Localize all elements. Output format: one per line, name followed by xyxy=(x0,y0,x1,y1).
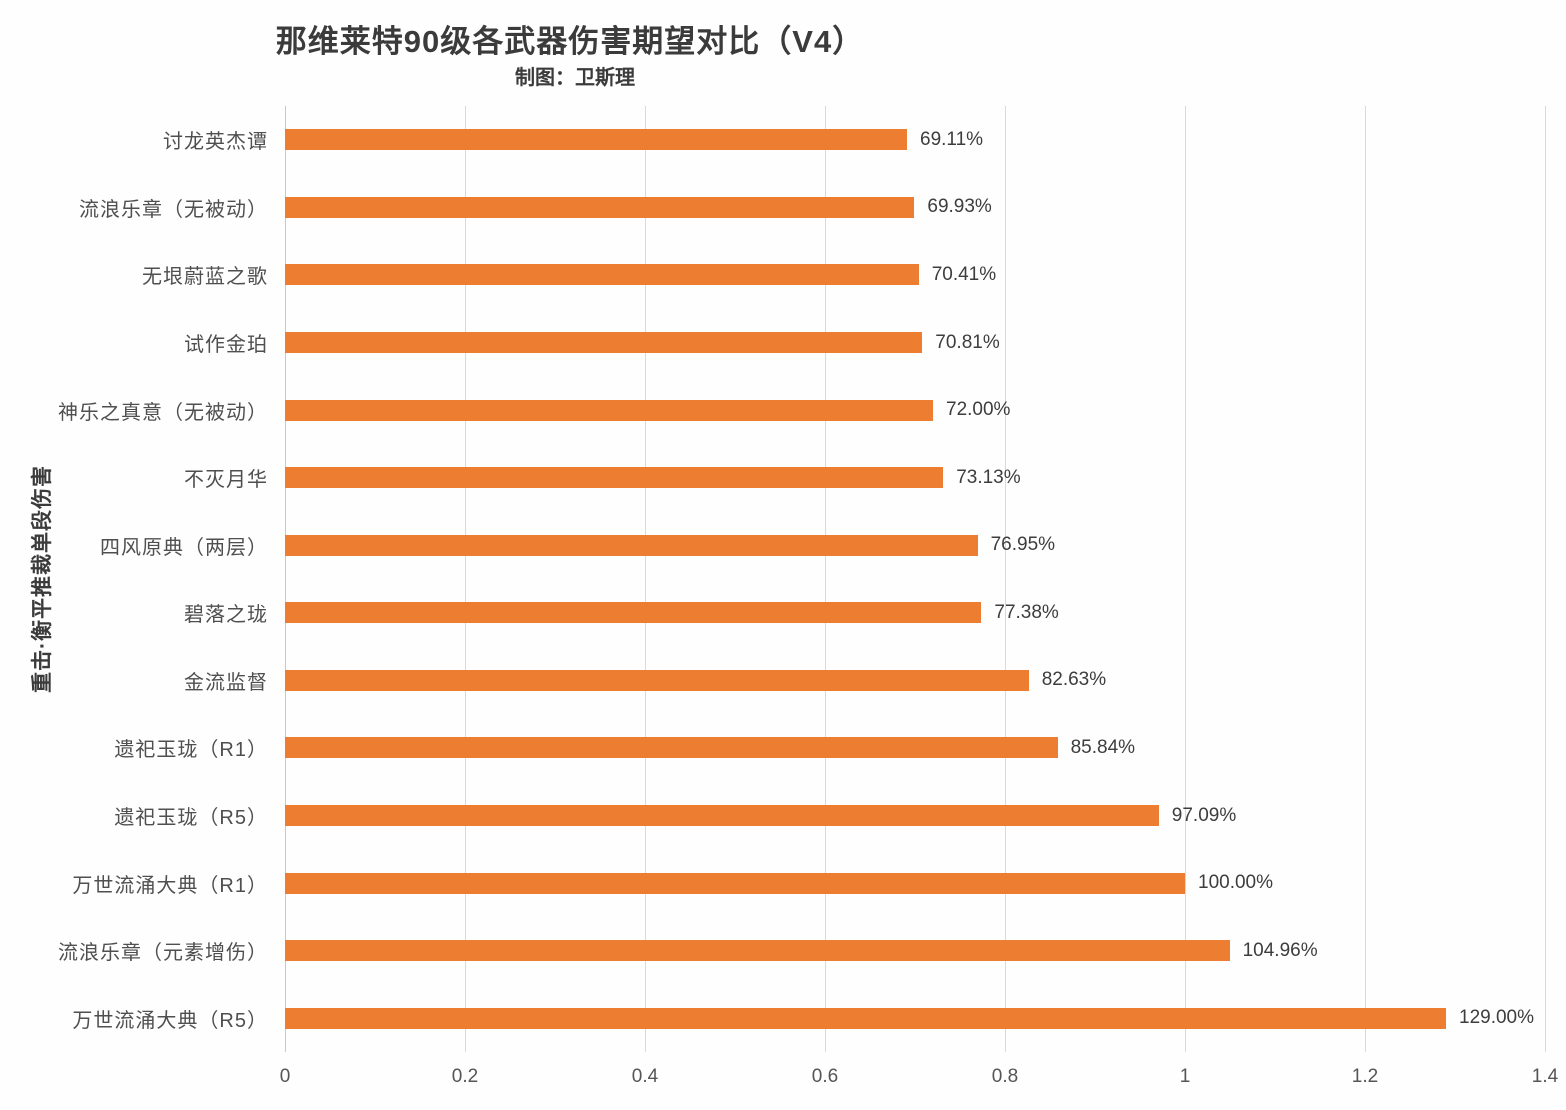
gridline xyxy=(1365,106,1366,1052)
bar-value-label: 97.09% xyxy=(1171,804,1237,826)
gridline xyxy=(465,106,466,1052)
x-axis-tick-label: 1 xyxy=(1179,1066,1191,1087)
chart-subtitle: 制图：卫斯理 xyxy=(515,67,635,89)
category-label: 金流监督 xyxy=(184,671,268,694)
gridline xyxy=(645,106,646,1052)
category-axis-labels: 讨龙英杰谭流浪乐章（无被动） 无垠蔚蓝之歌试作金珀神乐之真意（无被动） 不灭月华四风… xyxy=(0,106,268,1052)
category-label: 遗祀玉珑（R1） xyxy=(114,739,268,762)
bar-row: 97.09% xyxy=(285,782,1545,850)
bar xyxy=(285,805,1159,827)
category-label: 万世流涌大典（R1） xyxy=(72,874,268,897)
bar-row: 70.81% xyxy=(285,309,1545,377)
category-label: 流浪乐章（无被动） xyxy=(79,198,268,221)
bar-row: 76.95% xyxy=(285,511,1545,579)
gridline xyxy=(825,106,826,1052)
bar-row: 72.00% xyxy=(285,376,1545,444)
bar-row: 82.63% xyxy=(285,647,1545,715)
bar xyxy=(285,129,907,151)
bar xyxy=(285,467,944,489)
category-label: 试作金珀 xyxy=(184,334,268,357)
category-label: 流浪乐章（元素增伤） xyxy=(58,942,268,965)
bar-value-label: 129.00% xyxy=(1459,1007,1535,1029)
bar-value-label: 100.00% xyxy=(1198,872,1274,894)
bar-value-label: 70.41% xyxy=(931,263,997,285)
x-axis-tick-label: 0.6 xyxy=(811,1066,839,1087)
bar-value-label: 104.96% xyxy=(1242,939,1318,961)
x-axis-tick-label: 0.2 xyxy=(451,1066,479,1087)
bar-row: 85.84% xyxy=(285,714,1545,782)
x-axis-tick-label: 1.2 xyxy=(1351,1066,1379,1087)
gridline xyxy=(1185,106,1186,1052)
chart-title: 那维莱特90级各武器伤害期望对比（V4） xyxy=(275,24,865,59)
category-label: 遗祀玉珑（R5） xyxy=(114,807,268,830)
bar-row: 70.41% xyxy=(285,241,1545,309)
bar xyxy=(285,669,1029,691)
bar xyxy=(285,737,1058,759)
bar-row: 104.96% xyxy=(285,917,1545,985)
category-label: 讨龙英杰谭 xyxy=(163,131,268,154)
bar-value-label: 76.95% xyxy=(990,534,1056,556)
category-label: 万世流涌大典（R5） xyxy=(72,1009,268,1032)
bar-row: 73.13% xyxy=(285,444,1545,512)
bar-row: 69.11% xyxy=(285,106,1545,174)
bar xyxy=(285,602,982,624)
gridline xyxy=(1545,106,1546,1052)
bar xyxy=(285,332,923,354)
bars-container: 69.11% 69.93% 70.41% 70.81% 72.00% 73.13% 76.9… xyxy=(285,106,1545,1052)
bar xyxy=(285,534,978,556)
bar xyxy=(285,264,919,286)
category-label: 神乐之真意（无被动） xyxy=(58,401,268,424)
bar-value-label: 82.63% xyxy=(1041,669,1107,691)
bar xyxy=(285,399,933,421)
category-label: 四风原典（两层） xyxy=(100,536,268,559)
bar-value-label: 77.38% xyxy=(994,601,1059,623)
bar-row: 129.00% xyxy=(285,985,1545,1053)
bar-value-label: 70.81% xyxy=(935,331,1000,353)
bar-row: 69.93% xyxy=(285,174,1545,242)
bar-value-label: 73.13% xyxy=(956,466,1021,488)
category-label: 无垠蔚蓝之歌 xyxy=(142,266,268,289)
bar-value-label: 69.93% xyxy=(927,196,992,218)
x-axis-tick-label: 0.8 xyxy=(991,1066,1019,1087)
bar-value-label: 72.00% xyxy=(946,399,1011,421)
bar-value-label: 69.11% xyxy=(920,128,984,150)
bar-row: 100.00% xyxy=(285,849,1545,917)
category-label: 碧落之珑 xyxy=(184,604,268,627)
x-axis-tick-label: 1.4 xyxy=(1531,1066,1559,1087)
category-label: 不灭月华 xyxy=(184,469,268,492)
bar xyxy=(285,1007,1446,1029)
bar xyxy=(285,940,1230,962)
bar xyxy=(285,872,1185,894)
bar xyxy=(285,196,915,218)
bar-value-label: 85.84% xyxy=(1070,736,1136,758)
x-axis-tick-label: 0.4 xyxy=(631,1066,659,1087)
gridline xyxy=(285,106,286,1052)
gridline xyxy=(1005,106,1006,1052)
plot-area: 69.11% 69.93% 70.41% 70.81% 72.00% 73.13% 76.9… xyxy=(285,106,1546,1052)
bar-row: 77.38% xyxy=(285,579,1545,647)
x-axis-tick-labels: 0 0.2 0.4 0.6 0.8 1 1.2 1.4 xyxy=(280,1066,1559,1096)
x-axis-tick-label: 0 xyxy=(279,1066,291,1087)
